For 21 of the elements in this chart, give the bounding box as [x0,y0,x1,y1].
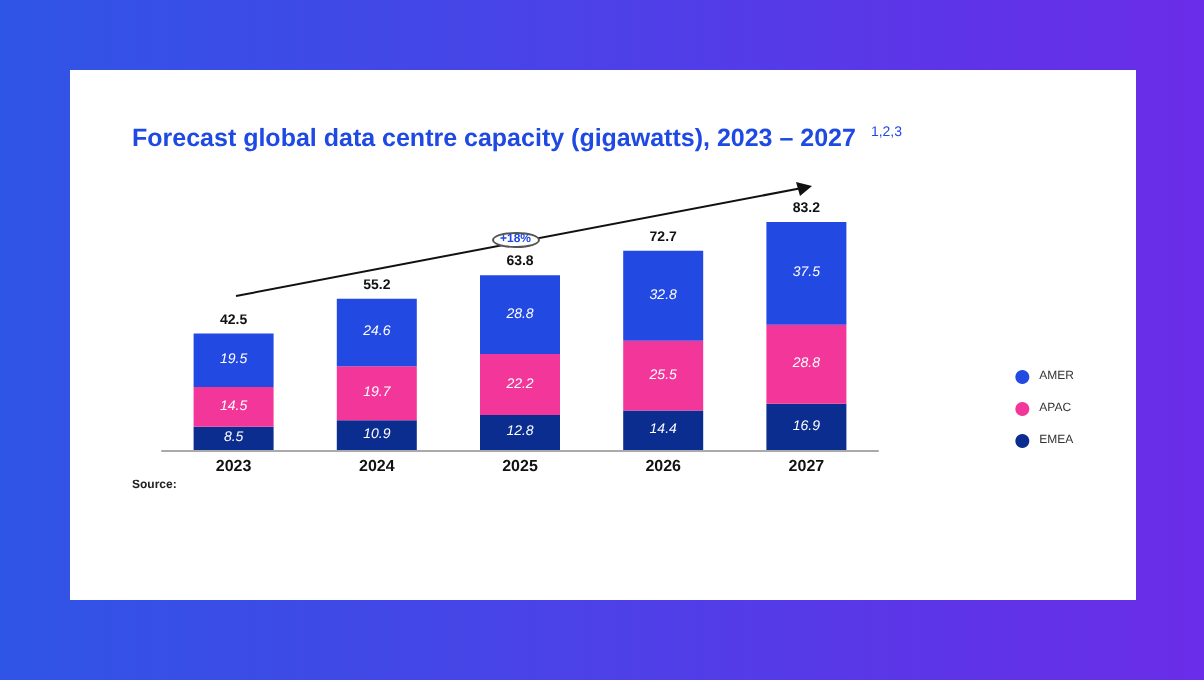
x-tick-label: 2025 [502,457,539,475]
bar [766,324,847,404]
bar [623,250,704,341]
bar [193,386,274,427]
bar [480,414,560,450]
x-tick-label: 2024 [359,457,396,475]
chart-title: Forecast global data centre capacity (gigawatts), 2023 – 2027 $^{1,2,3}$ [132,124,903,152]
bar [336,420,417,450]
bar [766,403,847,450]
bar [193,333,274,387]
x-tick-label: 2027 [788,457,826,475]
x-tick-label: 2023 [215,457,253,475]
bar [336,366,417,421]
bar [480,275,560,355]
bar [193,426,274,450]
bar [336,298,417,367]
bar [480,354,560,415]
bar [623,340,704,411]
bar [766,222,847,325]
bar [623,410,704,450]
x-tick-label: 2026 [645,457,683,475]
